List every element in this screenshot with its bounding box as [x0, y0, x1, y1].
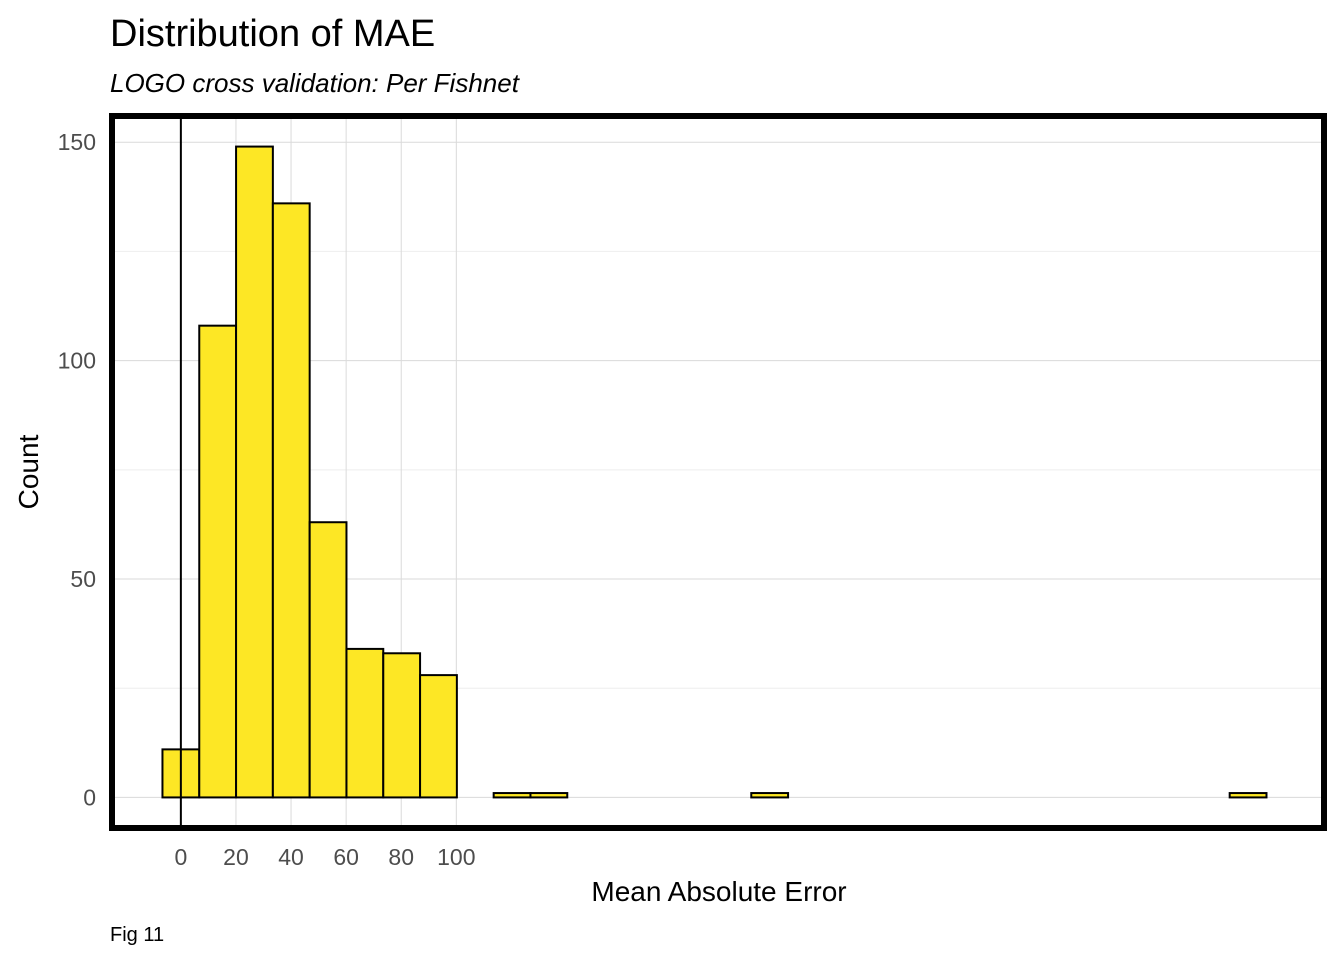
x-tick-label-0: 0 — [174, 844, 187, 870]
x-tick-label-5: 100 — [437, 844, 475, 870]
histogram-bar-2 — [235, 145, 274, 799]
x-tick-label-4: 80 — [388, 844, 414, 870]
y-axis-ticks: 0 50 100 150 — [58, 129, 96, 810]
figure-caption: Fig 11 — [110, 924, 164, 946]
y-tick-label-1: 50 — [70, 566, 96, 592]
x-axis-label: Mean Absolute Error — [591, 876, 846, 907]
y-tick-label-3: 150 — [58, 129, 96, 155]
panel-border — [109, 113, 1327, 831]
chart-title: Distribution of MAE — [110, 13, 435, 55]
bars — [161, 145, 1268, 799]
y-axis-label: Count — [13, 434, 44, 509]
x-tick-label-2: 40 — [278, 844, 304, 870]
y-tick-label-2: 100 — [58, 348, 96, 374]
y-tick-label-0: 0 — [83, 784, 96, 810]
x-tick-label-3: 60 — [333, 844, 359, 870]
x-axis-ticks: 0 20 40 60 80 100 — [174, 844, 475, 870]
histogram-bar-9 — [492, 792, 532, 799]
histogram-bar-5 — [345, 647, 385, 799]
histogram-bar-1 — [198, 324, 238, 799]
histogram-bar-10 — [529, 792, 569, 799]
histogram-bar-3 — [271, 202, 311, 799]
histogram-bar-4 — [308, 521, 348, 799]
chart-subtitle: LOGO cross validation: Per Fishnet — [110, 68, 521, 98]
histogram-bar-16 — [750, 792, 790, 799]
histogram-bar-7 — [419, 674, 458, 799]
histogram-bar-6 — [382, 652, 422, 799]
histogram-bar-29 — [1228, 792, 1268, 799]
x-tick-label-1: 20 — [223, 844, 249, 870]
